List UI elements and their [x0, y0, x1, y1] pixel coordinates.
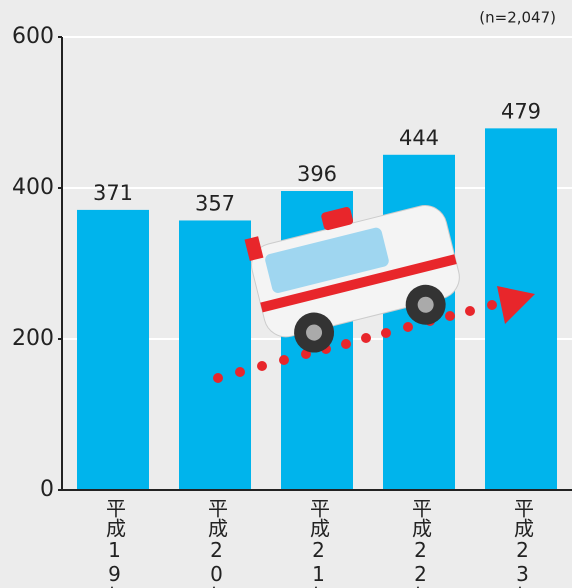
- bar: [179, 220, 251, 490]
- x-tick-label: 平成20年: [205, 498, 229, 588]
- value-label: 444: [399, 126, 439, 150]
- y-tick-label: 600: [12, 24, 54, 49]
- annotation: (n=2,047): [479, 9, 556, 27]
- value-label: 371: [93, 181, 133, 205]
- bar: [485, 128, 557, 490]
- x-tick-label: 平成19年: [103, 498, 127, 588]
- value-label: 396: [297, 162, 337, 186]
- x-tick-label: 平成21年: [307, 498, 331, 588]
- value-label: 479: [501, 99, 541, 123]
- y-tick-label: 200: [12, 326, 54, 351]
- x-tick-label: 平成23年: [511, 498, 535, 588]
- x-tick-label: 平成22年: [409, 498, 433, 588]
- value-label: 357: [195, 191, 235, 215]
- y-tick-label: 400: [12, 175, 54, 200]
- bar: [77, 210, 149, 490]
- chart: (n=2,047) 0 200 400 600 371 平成19年 357 平成20年 396 平…: [0, 0, 572, 588]
- y-tick-label: 0: [40, 477, 54, 502]
